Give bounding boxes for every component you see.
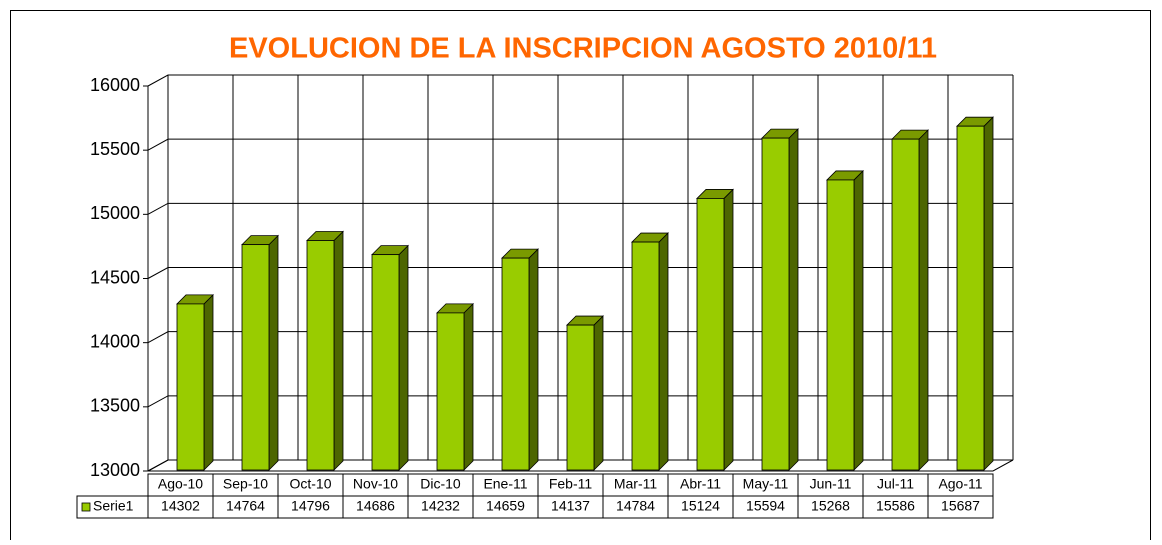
bar-side xyxy=(918,129,929,471)
bar xyxy=(566,324,595,471)
x-tick-label: May-11 xyxy=(743,476,789,492)
bar xyxy=(241,244,270,471)
y-tick-label: 15000 xyxy=(90,203,140,223)
bar-side xyxy=(788,128,799,471)
x-tick-label: Abr-11 xyxy=(680,476,721,492)
bar xyxy=(176,303,205,471)
table-value: 15124 xyxy=(681,498,720,514)
bar-side xyxy=(398,244,409,471)
x-tick-label: Dic-10 xyxy=(420,476,461,492)
table-value: 14686 xyxy=(356,498,395,514)
y-tick-label: 15500 xyxy=(90,139,140,159)
bar xyxy=(761,137,790,471)
table-value: 14796 xyxy=(291,498,330,514)
x-tick-label: Feb-11 xyxy=(549,476,593,492)
legend-swatch xyxy=(81,502,91,512)
x-tick-label: Ago-11 xyxy=(938,476,982,492)
x-tick-label: Jun-11 xyxy=(810,476,852,492)
bar xyxy=(631,241,660,471)
y-tick-label: 16000 xyxy=(90,75,140,95)
x-tick-label: Nov-10 xyxy=(353,476,398,492)
table-value: 15586 xyxy=(876,498,915,514)
bar-side xyxy=(723,188,734,471)
y-tick-label: 13000 xyxy=(90,460,140,480)
x-tick-label: Oct-10 xyxy=(289,476,331,492)
table-value: 14137 xyxy=(551,498,590,514)
bar xyxy=(371,254,400,471)
table-value: 14764 xyxy=(226,498,265,514)
y-tick-label: 14500 xyxy=(90,267,140,287)
x-tick-label: Mar-11 xyxy=(614,476,658,492)
x-tick-label: Jul-11 xyxy=(877,476,914,492)
bar-side xyxy=(593,315,604,471)
table-value: 15268 xyxy=(811,498,850,514)
bar xyxy=(436,312,465,471)
bar-side xyxy=(463,302,474,471)
x-tick-label: Sep-10 xyxy=(223,476,268,492)
table-value: 14232 xyxy=(421,498,460,514)
bar xyxy=(826,179,855,471)
bar-side xyxy=(983,116,994,471)
bar-side xyxy=(268,234,279,471)
table-value: 15594 xyxy=(746,498,785,514)
bar xyxy=(501,257,530,471)
bar xyxy=(696,198,725,471)
table-value: 14784 xyxy=(616,498,655,514)
bar-side xyxy=(528,248,539,471)
bar-side xyxy=(203,293,214,471)
table-value: 15687 xyxy=(941,498,980,514)
y-tick-label: 13500 xyxy=(90,396,140,416)
bar-side xyxy=(658,232,669,471)
x-tick-label: Ene-11 xyxy=(483,476,527,492)
bar-side xyxy=(333,230,344,471)
x-tick-label: Ago-10 xyxy=(158,476,203,492)
y-tick-label: 14000 xyxy=(90,331,140,351)
bar xyxy=(306,240,335,471)
table-value: 14302 xyxy=(161,498,200,514)
bar-side xyxy=(853,169,864,471)
table-value: 14659 xyxy=(486,498,525,514)
legend-label: Serie1 xyxy=(93,498,134,514)
bar xyxy=(956,125,985,471)
bar xyxy=(891,138,920,471)
chart-title: EVOLUCION DE LA INSCRIPCION AGOSTO 2010/… xyxy=(229,33,937,65)
